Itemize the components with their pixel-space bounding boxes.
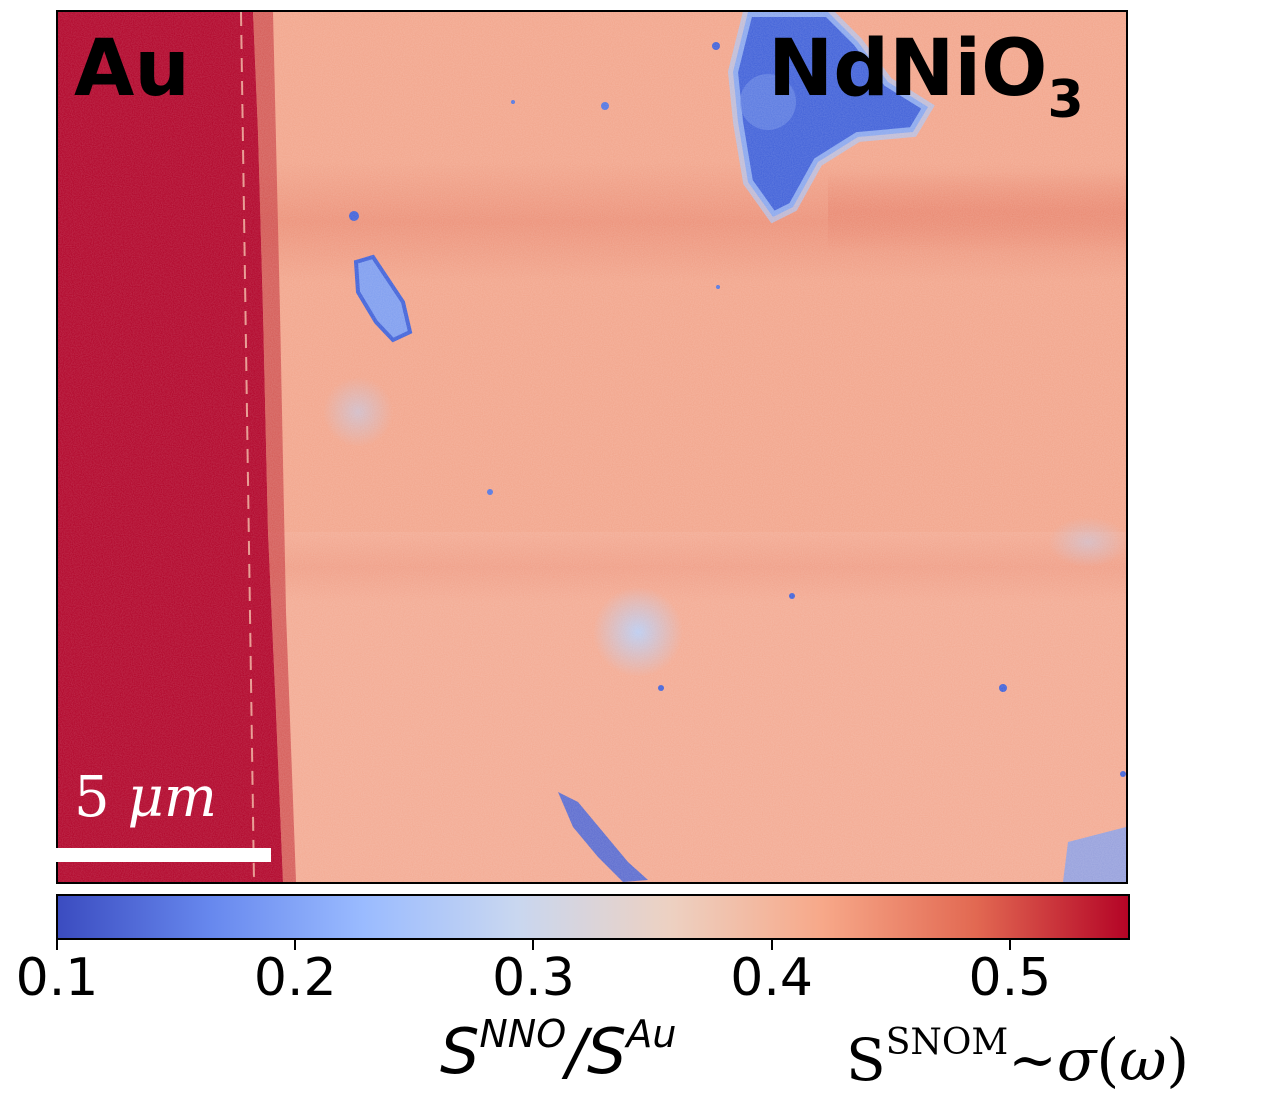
scale-bar-number: 5: [74, 765, 110, 830]
colorbar-label-s2: S: [587, 1015, 627, 1088]
snom-map: [56, 10, 1128, 884]
colorbar-label-sup-nno: NNO: [479, 1012, 567, 1056]
scale-bar-unit: μm: [127, 765, 217, 830]
snom-map-image: [58, 12, 1126, 882]
relation-sigma: σ: [1056, 1026, 1097, 1094]
colorbar-label-s1: S: [440, 1015, 480, 1088]
scale-bar-label: 5 μm: [74, 770, 217, 826]
colorbar-label-sup-au: Au: [626, 1012, 677, 1056]
scale-bar: [56, 848, 271, 862]
nndnio3-label-subscript: 3: [1047, 70, 1084, 130]
colorbar-tick: [770, 940, 773, 950]
relation-rparen: ): [1166, 1026, 1190, 1094]
colorbar-label-slash: /: [566, 1015, 588, 1088]
nndnio3-label: NdNiO3: [768, 30, 1084, 126]
colorbar-tick: [294, 940, 297, 950]
colorbar-tick: [56, 940, 58, 950]
colorbar: [56, 894, 1130, 940]
relation-sup-snom: SNOM: [885, 1022, 1009, 1063]
colorbar-tick-label: 0.2: [253, 948, 337, 1008]
relation-tilde: ~: [1008, 1026, 1057, 1094]
colorbar-tick: [1008, 940, 1011, 950]
relation-s: S: [846, 1026, 886, 1094]
snom-conductivity-relation: SSNOM~σ(ω): [846, 1022, 1189, 1090]
colorbar-tick-label: 0.4: [730, 948, 814, 1008]
colorbar-tick-label: 0.3: [492, 948, 575, 1008]
gold-label: Au: [74, 24, 190, 114]
relation-omega: ω: [1119, 1026, 1167, 1094]
colorbar-tick: [532, 940, 535, 950]
colorbar-tick-label: 0.5: [968, 948, 1052, 1008]
nndnio3-label-main: NdNiO: [768, 24, 1048, 114]
colorbar-label: SNNO/SAu: [440, 1015, 676, 1083]
colorbar-tick-label: 0.1: [15, 948, 99, 1008]
relation-lparen: (: [1096, 1026, 1120, 1094]
